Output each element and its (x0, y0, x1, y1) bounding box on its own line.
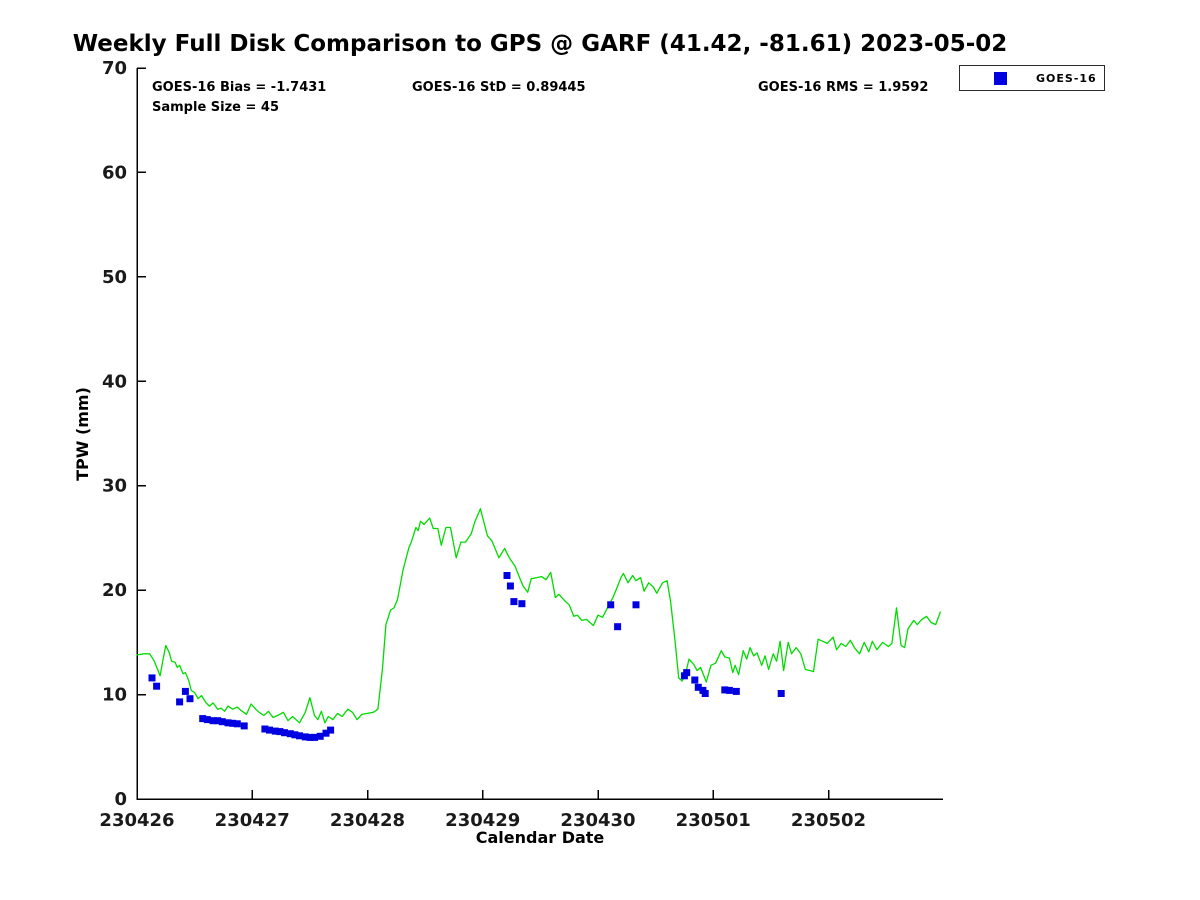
goes16-marker (261, 725, 269, 733)
goes16-marker (229, 719, 237, 727)
stat-sample-size: Sample Size = 45 (152, 100, 280, 115)
goes16-marker (503, 572, 511, 579)
y-tick-label: 50 (102, 267, 127, 288)
gps-line (136, 508, 941, 724)
goes16-marker (181, 687, 189, 695)
goes16-marker (286, 730, 294, 738)
goes16-marker (291, 731, 299, 739)
goes16-marker (301, 733, 309, 741)
goes16-marker (614, 623, 622, 631)
goes16-marker (209, 717, 217, 725)
goes16-marker (186, 695, 194, 703)
goes16-marker (276, 728, 284, 736)
x-tick-label: 230426 (99, 810, 174, 831)
goes16-marker (203, 716, 211, 724)
goes16-marker (721, 686, 729, 694)
legend-item-label: GOES-16 (1036, 71, 1097, 85)
y-tick-label: 20 (102, 580, 127, 601)
gps-line-group (136, 508, 941, 724)
y-axis-label: TPW (mm) (73, 387, 92, 481)
stat-std: GOES-16 StD = 0.89445 (412, 80, 586, 95)
axis-spines (136, 68, 943, 800)
goes16-marker (306, 733, 314, 741)
x-tick-label: 230429 (445, 810, 520, 831)
goes16-marker (683, 669, 691, 677)
x-tick-label: 230427 (215, 810, 290, 831)
y-tick-label: 30 (102, 476, 127, 497)
goes16-marker (233, 720, 241, 728)
goes16-marker (777, 690, 785, 697)
x-axis-label: Calendar Date (476, 828, 605, 847)
goes16-marker (694, 683, 702, 691)
goes16-marker (518, 600, 526, 608)
goes16-marker (316, 732, 324, 740)
goes16-marker (691, 676, 699, 684)
axes-group: 0 10 20 30 40 50 60 70 230426 230427 230428 230429 2… (99, 58, 943, 831)
goes16-marker (296, 732, 303, 740)
x-tick-label: 230428 (330, 810, 405, 831)
goes16-marker (311, 733, 318, 741)
x-tick-label: 230430 (560, 810, 635, 831)
goes16-marker (607, 601, 615, 609)
goes16-marker (632, 601, 640, 609)
x-tick-label: 230501 (676, 810, 751, 831)
legend: GOES-16 (959, 65, 1105, 91)
goes16-marker (199, 715, 207, 723)
goes16-marker (322, 729, 330, 737)
goes16-marker (506, 582, 514, 590)
goes16-marker (281, 729, 288, 737)
goes16-marker (224, 719, 232, 727)
goes16-marker (266, 726, 273, 734)
chart-title: Weekly Full Disk Comparison to GPS @ GAR… (72, 31, 1008, 57)
goes16-marker (176, 698, 184, 706)
goes16-markers-group (148, 572, 785, 741)
stat-rms: GOES-16 RMS = 1.9592 (758, 80, 929, 95)
stat-bias: GOES-16 Bias = -1.7431 (152, 80, 327, 95)
goes16-marker (148, 674, 156, 682)
goes16-marker (271, 727, 279, 735)
y-tick-label: 40 (102, 371, 127, 392)
goes16-marker (218, 718, 226, 726)
y-tick-label: 60 (102, 162, 127, 183)
goes16-marker (327, 726, 335, 734)
goes16-marker (725, 686, 733, 694)
goes16-marker (701, 690, 709, 697)
x-tick-label: 230502 (791, 810, 866, 831)
legend-square-marker-icon (994, 71, 1007, 85)
y-tick-label: 0 (114, 789, 127, 810)
goes16-marker (214, 717, 222, 725)
goes16-marker (510, 598, 518, 606)
goes16-marker (153, 682, 161, 690)
goes16-marker (240, 722, 248, 730)
goes16-marker (732, 687, 740, 695)
y-tick-label: 10 (102, 685, 127, 706)
y-tick-label: 70 (102, 58, 127, 79)
